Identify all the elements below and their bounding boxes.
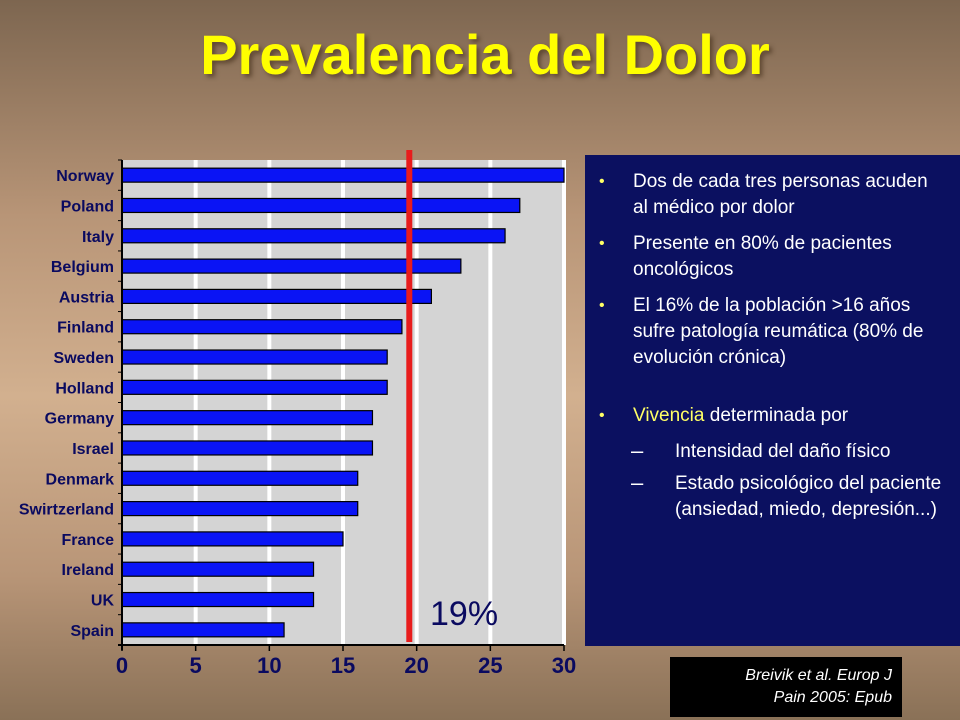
citation: Breivik et al. Europ J Pain 2005: Epub — [670, 657, 902, 717]
x-tick-label: 5 — [190, 653, 202, 678]
slide-title: Prevalencia del Dolor — [200, 23, 770, 86]
bullet-item: • Vivencia determinada por — [595, 403, 944, 429]
sub-bullet-item: – Intensidad del daño físico — [631, 439, 944, 465]
y-tick-label: Denmark — [46, 471, 115, 488]
bullet-text: Presente en 80% de pacientes oncológicos — [633, 233, 892, 280]
bullet-item: • El 16% de la población >16 años sufre … — [595, 293, 944, 371]
bullet-text: Vivencia determinada por — [633, 403, 848, 429]
sub-bullet-text: Estado psicológico del paciente (ansieda… — [675, 473, 942, 520]
vivencia-lead: Vivencia — [633, 405, 705, 426]
y-tick-label: Germany — [45, 411, 114, 428]
x-tick-label: 30 — [552, 653, 576, 678]
y-tick-label: Swirtzerland — [19, 502, 114, 519]
bar-finland — [121, 319, 403, 335]
x-tick-label: 0 — [116, 653, 128, 678]
bar-swirtzerland — [121, 500, 359, 517]
y-tick-label: France — [62, 532, 115, 549]
bar-spain — [121, 622, 285, 638]
y-tick-label: Holland — [55, 380, 114, 397]
bar-austria — [121, 288, 432, 305]
citation-line: Breivik et al. Europ J — [745, 667, 892, 684]
bar-france — [121, 531, 344, 547]
bar-chart: Norway Poland Italy Belgium Austria Finland Sw… — [19, 150, 576, 678]
bullet-text: El 16% de la población >16 años sufre pa… — [633, 295, 924, 368]
dash-icon: – — [631, 438, 644, 463]
bar-norway — [121, 167, 565, 183]
bar-italy — [121, 228, 506, 244]
y-tick-label: Austria — [59, 289, 114, 306]
y-tick-label: Poland — [61, 198, 114, 215]
bullet-text: Dos de cada tres personas acuden al médi… — [633, 171, 928, 218]
bar-israel — [121, 440, 374, 456]
y-tick-label: Italy — [82, 229, 114, 246]
sub-bullet-text: Intensidad del daño físico — [675, 441, 891, 462]
bullet-item: • Dos de cada tres personas acuden al mé… — [595, 169, 944, 221]
bar-sweden — [121, 349, 388, 365]
x-tick-label: 15 — [331, 653, 355, 678]
x-tick-label: 20 — [404, 653, 428, 678]
y-tick-label: Spain — [70, 623, 114, 640]
reference-label: 19% — [430, 595, 498, 633]
bar-denmark — [121, 470, 359, 486]
x-tick-label: 10 — [257, 653, 281, 678]
bar-uk — [121, 591, 315, 608]
sub-bullet-item: – Estado psicológico del paciente (ansie… — [631, 471, 944, 523]
y-tick-label: Israel — [72, 441, 114, 458]
y-tick-label: Sweden — [54, 350, 114, 367]
bullet-dot-icon: • — [599, 173, 605, 190]
y-tick-label: Belgium — [51, 259, 114, 276]
x-tick-label: 25 — [478, 653, 502, 678]
y-tick-label: Norway — [56, 168, 114, 185]
y-tick-label: Ireland — [62, 562, 114, 579]
bullet-dot-icon: • — [599, 235, 605, 252]
bar-germany — [121, 410, 374, 426]
info-panel: • Dos de cada tres personas acuden al mé… — [585, 155, 960, 646]
bar-holland — [121, 379, 388, 395]
bar-ireland — [121, 561, 315, 577]
y-tick-label: Finland — [57, 320, 114, 337]
bullet-item: • Presente en 80% de pacientes oncológic… — [595, 231, 944, 283]
vivencia-text: determinada por — [704, 405, 849, 426]
bullet-dot-icon: • — [599, 407, 605, 424]
bar-poland — [121, 197, 521, 214]
bullet-dot-icon: • — [599, 297, 605, 314]
dash-icon: – — [631, 470, 644, 495]
y-tick-label: UK — [91, 593, 115, 610]
citation-line: Pain 2005: Epub — [773, 689, 892, 706]
